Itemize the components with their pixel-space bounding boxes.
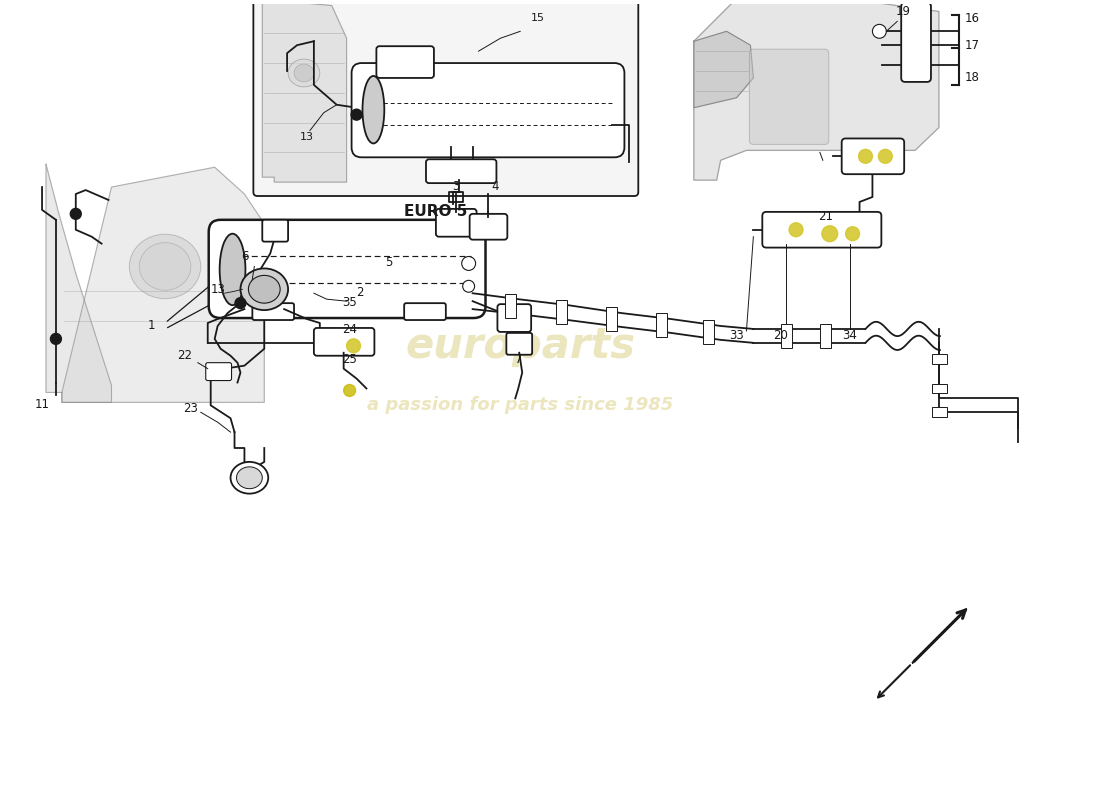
FancyBboxPatch shape <box>209 220 485 318</box>
FancyBboxPatch shape <box>842 138 904 174</box>
Text: 16: 16 <box>965 12 980 25</box>
Text: 15: 15 <box>531 14 546 23</box>
Ellipse shape <box>288 59 320 87</box>
Text: 19: 19 <box>895 6 911 18</box>
Bar <box>656 313 667 337</box>
FancyBboxPatch shape <box>352 63 625 158</box>
Polygon shape <box>46 164 111 402</box>
FancyBboxPatch shape <box>253 0 638 196</box>
FancyBboxPatch shape <box>376 46 433 78</box>
Circle shape <box>789 222 803 237</box>
Text: 34: 34 <box>843 329 857 342</box>
Text: a passion for parts since 1985: a passion for parts since 1985 <box>367 396 673 414</box>
Bar <box>932 354 947 364</box>
Bar <box>557 300 568 324</box>
Circle shape <box>70 209 81 219</box>
Polygon shape <box>912 609 967 663</box>
Polygon shape <box>694 0 939 180</box>
Text: 35: 35 <box>342 296 358 309</box>
Text: 5: 5 <box>386 257 393 270</box>
FancyBboxPatch shape <box>436 209 476 237</box>
FancyBboxPatch shape <box>749 49 828 145</box>
Bar <box>932 407 947 418</box>
Text: 33: 33 <box>729 329 744 342</box>
Ellipse shape <box>130 234 201 298</box>
FancyBboxPatch shape <box>206 362 231 381</box>
Bar <box>821 324 832 348</box>
Bar <box>505 294 516 318</box>
Circle shape <box>822 226 838 242</box>
FancyBboxPatch shape <box>262 220 288 242</box>
Circle shape <box>351 109 362 120</box>
Circle shape <box>872 24 887 38</box>
Ellipse shape <box>363 76 384 143</box>
Ellipse shape <box>140 242 191 290</box>
Circle shape <box>462 257 475 270</box>
Polygon shape <box>62 167 264 402</box>
FancyBboxPatch shape <box>252 303 294 320</box>
Text: 17: 17 <box>965 38 980 52</box>
Text: 6: 6 <box>241 250 249 262</box>
Ellipse shape <box>249 275 280 303</box>
Ellipse shape <box>220 234 245 305</box>
Text: 3: 3 <box>452 180 460 193</box>
FancyBboxPatch shape <box>762 212 881 247</box>
Circle shape <box>846 226 859 241</box>
Text: 24: 24 <box>342 323 358 336</box>
Bar <box>781 324 792 348</box>
Bar <box>932 383 947 394</box>
Circle shape <box>51 334 62 344</box>
Text: 11: 11 <box>34 398 50 411</box>
FancyBboxPatch shape <box>497 304 531 332</box>
Bar <box>606 307 617 331</box>
Text: 4: 4 <box>492 180 499 193</box>
Text: europarts: europarts <box>405 325 635 367</box>
Circle shape <box>463 280 474 292</box>
Circle shape <box>346 339 361 353</box>
Circle shape <box>343 385 355 397</box>
FancyBboxPatch shape <box>426 159 496 183</box>
Text: 22: 22 <box>177 349 192 362</box>
Circle shape <box>235 298 246 309</box>
FancyBboxPatch shape <box>404 303 446 320</box>
Bar <box>703 320 714 344</box>
Text: 18: 18 <box>965 71 980 85</box>
Text: 25: 25 <box>342 353 358 366</box>
Text: 7: 7 <box>515 353 522 366</box>
Text: 13: 13 <box>300 133 313 142</box>
FancyBboxPatch shape <box>314 328 374 356</box>
Text: 21: 21 <box>818 210 834 223</box>
FancyBboxPatch shape <box>470 214 507 240</box>
Ellipse shape <box>231 462 268 494</box>
Text: 1: 1 <box>147 319 155 332</box>
FancyBboxPatch shape <box>901 2 931 82</box>
Text: EURO 5: EURO 5 <box>404 204 468 219</box>
Text: 13: 13 <box>210 283 225 296</box>
Circle shape <box>879 150 892 163</box>
Ellipse shape <box>294 64 313 82</box>
Text: 2: 2 <box>355 286 363 299</box>
Polygon shape <box>262 2 346 182</box>
FancyBboxPatch shape <box>506 333 532 354</box>
Text: 20: 20 <box>772 329 788 342</box>
Text: 23: 23 <box>184 402 198 415</box>
Polygon shape <box>694 31 754 108</box>
Ellipse shape <box>236 467 262 489</box>
Ellipse shape <box>241 269 288 310</box>
Circle shape <box>858 150 872 163</box>
